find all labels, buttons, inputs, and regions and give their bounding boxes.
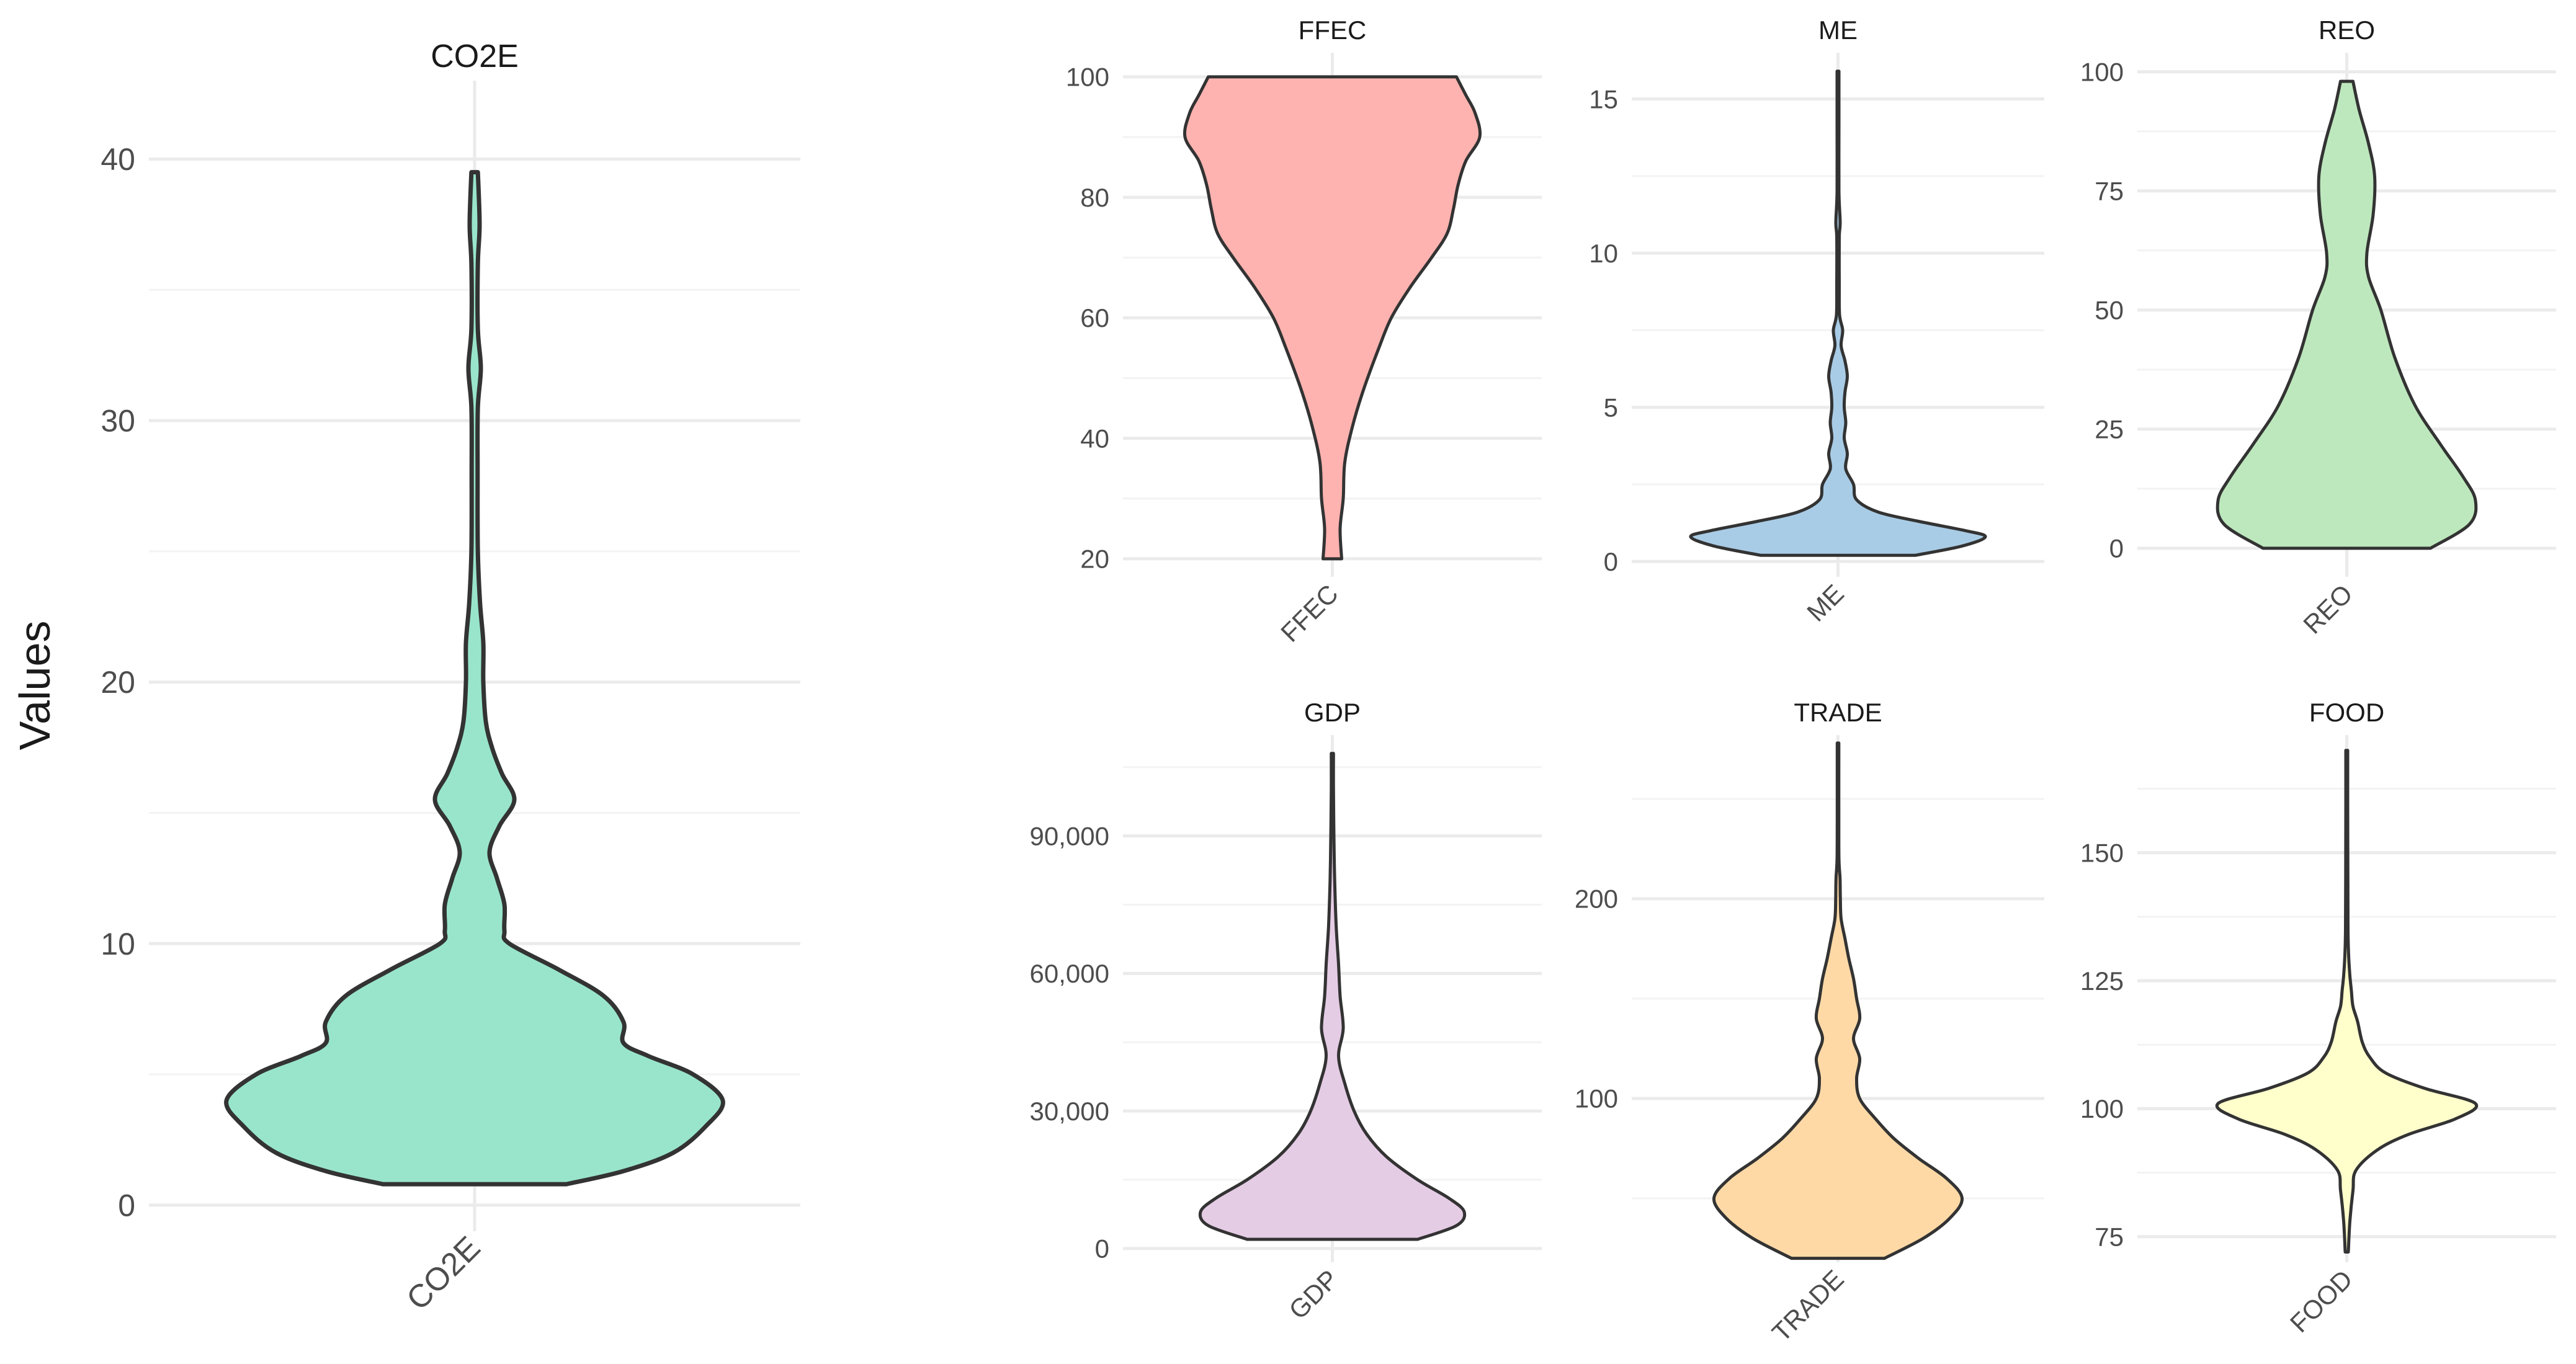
y-tick-label-ffec: 40 xyxy=(1080,424,1109,453)
violin-food xyxy=(2215,749,2479,1254)
panel-title-reo: REO xyxy=(2319,16,2375,45)
category-label-gdp: GDP xyxy=(1283,1264,1344,1325)
y-tick-label-food: 100 xyxy=(2080,1094,2124,1123)
y-tick-label-co2e: 20 xyxy=(101,665,135,700)
y-tick-label-co2e: 0 xyxy=(118,1188,135,1223)
panels: 010203040CO2ECO2E20406080100FFECFFEC0510… xyxy=(101,16,2556,1347)
y-tick-label-me: 0 xyxy=(1604,547,1618,576)
panel-title-co2e: CO2E xyxy=(431,38,519,74)
violin-ffec xyxy=(1183,75,1482,561)
y-tick-label-co2e: 10 xyxy=(101,927,135,961)
violin-me xyxy=(1689,69,1987,557)
panel-title-ffec: FFEC xyxy=(1299,16,1367,45)
y-tick-label-co2e: 40 xyxy=(101,142,135,177)
y-tick-label-ffec: 100 xyxy=(1066,63,1109,92)
y-tick-label-ffec: 60 xyxy=(1080,303,1109,332)
y-tick-label-gdp: 0 xyxy=(1095,1234,1109,1264)
panel-title-me: ME xyxy=(1818,16,1858,45)
y-tick-label-co2e: 30 xyxy=(101,404,135,439)
panel-co2e: 0 10 20 30 40 CO2E CO2E xyxy=(101,38,800,1317)
panel-me: 0 5 10 15 ME ME xyxy=(1589,16,2044,627)
y-tick-label-reo: 25 xyxy=(2095,415,2124,444)
category-label-co2e: CO2E xyxy=(400,1229,487,1317)
panel-title-trade: TRADE xyxy=(1794,698,1882,727)
y-tick-label-me: 15 xyxy=(1589,84,1618,114)
y-tick-label-reo: 75 xyxy=(2095,176,2124,205)
panel-title-food: FOOD xyxy=(2309,698,2384,727)
y-tick-label-ffec: 20 xyxy=(1080,545,1109,574)
y-tick-label-trade: 100 xyxy=(1575,1084,1618,1113)
y-tick-label-food: 150 xyxy=(2080,839,2124,868)
y-tick-label-me: 10 xyxy=(1589,239,1618,268)
y-tick-label-reo: 50 xyxy=(2095,296,2124,325)
category-label-reo: REO xyxy=(2297,579,2358,640)
violin-reo xyxy=(2216,79,2478,550)
panel-food: 75 100 125 150 FOOD FOOD xyxy=(2080,698,2556,1338)
category-label-ffec: FFEC xyxy=(1275,579,1344,648)
panel-gdp: 0 30,000 60,000 90,000 GDP GDP xyxy=(1030,698,1542,1325)
panel-trade: 100 200 TRADE TRADE xyxy=(1575,698,2044,1347)
y-axis-title: Values xyxy=(11,621,59,751)
y-tick-label-ffec: 80 xyxy=(1080,183,1109,212)
violin-co2e xyxy=(224,170,725,1187)
category-label-trade: TRADE xyxy=(1766,1264,1849,1347)
category-label-me: ME xyxy=(1801,579,1849,627)
y-tick-label-reo: 0 xyxy=(2109,534,2124,563)
y-tick-label-reo: 100 xyxy=(2080,57,2124,86)
y-tick-label-food: 125 xyxy=(2080,966,2124,996)
y-tick-label-food: 75 xyxy=(2095,1222,2124,1251)
y-tick-label-gdp: 90,000 xyxy=(1030,821,1109,850)
panel-title-gdp: GDP xyxy=(1304,698,1361,727)
panel-ffec: 20 40 60 80 100 FFEC FFEC xyxy=(1066,16,1542,648)
violin-trade xyxy=(1712,741,1964,1260)
y-tick-label-me: 5 xyxy=(1604,393,1618,422)
panel-reo: 0 25 50 75 100 REO REO xyxy=(2080,16,2556,640)
y-tick-label-trade: 200 xyxy=(1575,885,1618,914)
category-label-food: FOOD xyxy=(2284,1264,2358,1338)
y-tick-label-gdp: 60,000 xyxy=(1030,959,1109,988)
violin-gdp xyxy=(1198,752,1467,1241)
y-tick-label-gdp: 30,000 xyxy=(1030,1097,1109,1126)
